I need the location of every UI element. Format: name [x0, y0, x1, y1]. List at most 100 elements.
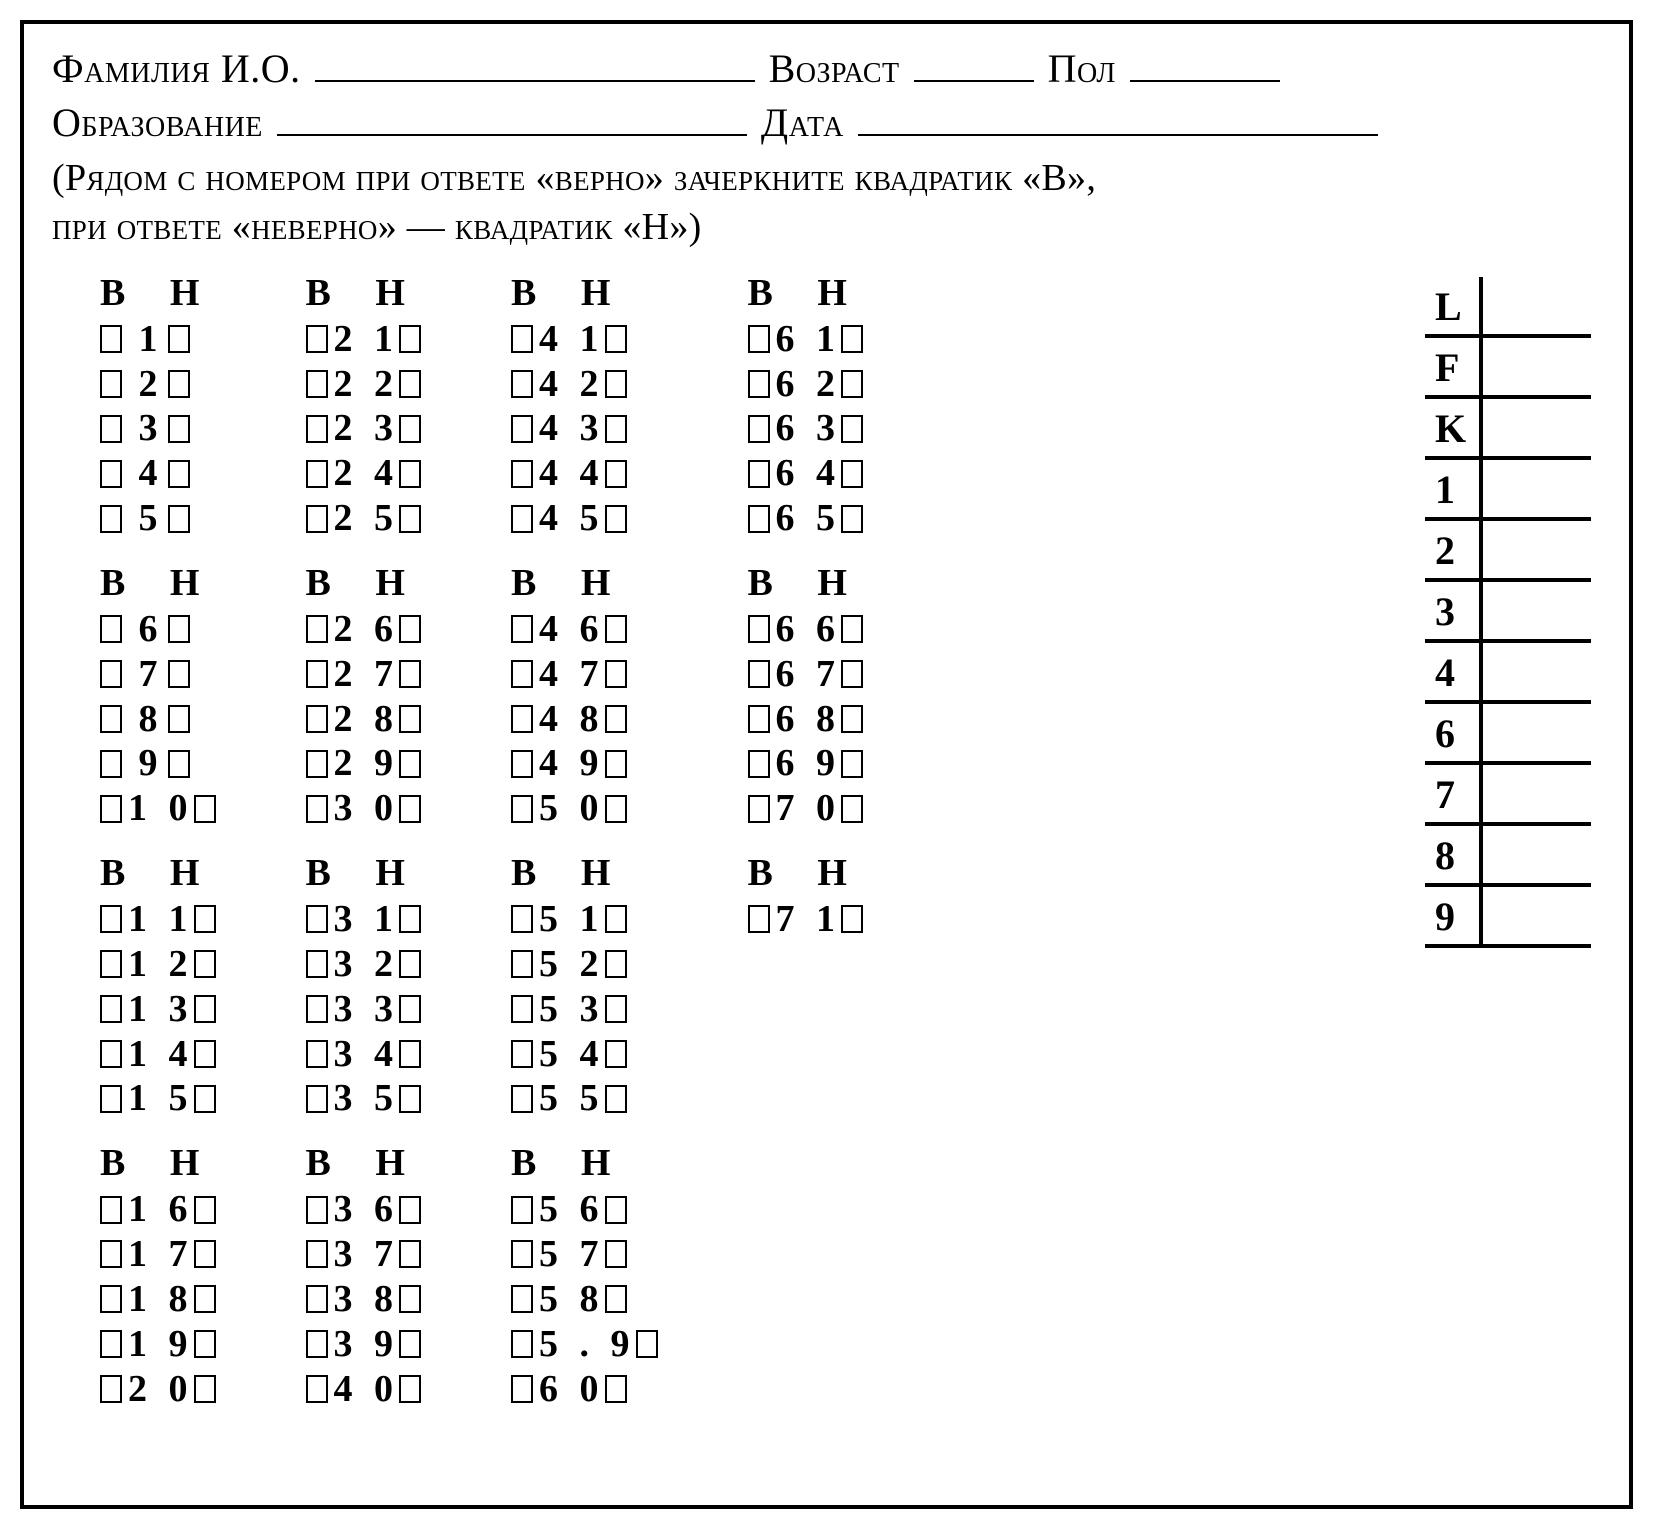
checkbox-true[interactable] — [100, 995, 122, 1023]
checkbox-true[interactable] — [748, 325, 770, 353]
edu-blank[interactable] — [277, 98, 747, 136]
checkbox-true[interactable] — [511, 325, 533, 353]
checkbox-true[interactable] — [748, 750, 770, 778]
checkbox-true[interactable] — [511, 995, 533, 1023]
scale-value-cell[interactable] — [1481, 580, 1591, 641]
checkbox-true[interactable] — [100, 1040, 122, 1068]
name-blank[interactable] — [315, 44, 755, 82]
checkbox-false[interactable] — [841, 505, 863, 533]
checkbox-true[interactable] — [306, 950, 328, 978]
checkbox-true[interactable] — [511, 1196, 533, 1224]
scale-value-cell[interactable] — [1481, 519, 1591, 580]
checkbox-false[interactable] — [194, 1040, 216, 1068]
checkbox-true[interactable] — [100, 750, 122, 778]
checkbox-false[interactable] — [399, 1040, 421, 1068]
checkbox-false[interactable] — [605, 1285, 627, 1313]
checkbox-false[interactable] — [605, 325, 627, 353]
checkbox-false[interactable] — [168, 325, 190, 353]
checkbox-true[interactable] — [748, 615, 770, 643]
checkbox-false[interactable] — [605, 750, 627, 778]
checkbox-false[interactable] — [194, 795, 216, 823]
scale-value-cell[interactable] — [1481, 885, 1591, 946]
checkbox-false[interactable] — [399, 370, 421, 398]
checkbox-false[interactable] — [194, 1330, 216, 1358]
checkbox-true[interactable] — [306, 370, 328, 398]
checkbox-false[interactable] — [605, 1240, 627, 1268]
checkbox-false[interactable] — [605, 415, 627, 443]
checkbox-false[interactable] — [841, 705, 863, 733]
scale-value-cell[interactable] — [1481, 763, 1591, 824]
checkbox-true[interactable] — [100, 705, 122, 733]
checkbox-true[interactable] — [511, 795, 533, 823]
checkbox-true[interactable] — [511, 1285, 533, 1313]
scale-value-cell[interactable] — [1481, 641, 1591, 702]
checkbox-true[interactable] — [100, 1196, 122, 1224]
checkbox-true[interactable] — [306, 325, 328, 353]
checkbox-false[interactable] — [605, 705, 627, 733]
checkbox-false[interactable] — [399, 1375, 421, 1403]
checkbox-true[interactable] — [306, 705, 328, 733]
checkbox-true[interactable] — [511, 415, 533, 443]
checkbox-false[interactable] — [605, 370, 627, 398]
checkbox-false[interactable] — [399, 505, 421, 533]
checkbox-true[interactable] — [306, 795, 328, 823]
checkbox-true[interactable] — [748, 505, 770, 533]
checkbox-false[interactable] — [399, 325, 421, 353]
checkbox-false[interactable] — [194, 1085, 216, 1113]
checkbox-false[interactable] — [399, 705, 421, 733]
checkbox-true[interactable] — [100, 905, 122, 933]
checkbox-false[interactable] — [168, 505, 190, 533]
age-blank[interactable] — [914, 44, 1034, 82]
checkbox-false[interactable] — [605, 460, 627, 488]
checkbox-true[interactable] — [306, 750, 328, 778]
checkbox-true[interactable] — [100, 415, 122, 443]
checkbox-true[interactable] — [100, 950, 122, 978]
checkbox-false[interactable] — [605, 1040, 627, 1068]
checkbox-true[interactable] — [748, 370, 770, 398]
checkbox-true[interactable] — [306, 1330, 328, 1358]
checkbox-true[interactable] — [100, 1240, 122, 1268]
checkbox-true[interactable] — [306, 1085, 328, 1113]
checkbox-false[interactable] — [605, 995, 627, 1023]
checkbox-true[interactable] — [306, 505, 328, 533]
checkbox-false[interactable] — [841, 660, 863, 688]
checkbox-true[interactable] — [511, 370, 533, 398]
checkbox-true[interactable] — [100, 660, 122, 688]
checkbox-true[interactable] — [306, 995, 328, 1023]
checkbox-true[interactable] — [306, 460, 328, 488]
checkbox-false[interactable] — [605, 505, 627, 533]
checkbox-true[interactable] — [748, 660, 770, 688]
checkbox-false[interactable] — [605, 1085, 627, 1113]
checkbox-false[interactable] — [841, 370, 863, 398]
checkbox-false[interactable] — [605, 1196, 627, 1224]
checkbox-false[interactable] — [841, 415, 863, 443]
checkbox-true[interactable] — [511, 505, 533, 533]
checkbox-false[interactable] — [636, 1330, 658, 1358]
checkbox-false[interactable] — [399, 795, 421, 823]
checkbox-false[interactable] — [841, 750, 863, 778]
checkbox-false[interactable] — [399, 1285, 421, 1313]
checkbox-false[interactable] — [605, 905, 627, 933]
checkbox-true[interactable] — [306, 1285, 328, 1313]
checkbox-true[interactable] — [511, 1040, 533, 1068]
checkbox-true[interactable] — [100, 1375, 122, 1403]
checkbox-false[interactable] — [168, 660, 190, 688]
checkbox-true[interactable] — [511, 750, 533, 778]
checkbox-false[interactable] — [194, 1240, 216, 1268]
checkbox-true[interactable] — [100, 1285, 122, 1313]
checkbox-false[interactable] — [168, 370, 190, 398]
checkbox-false[interactable] — [194, 995, 216, 1023]
checkbox-true[interactable] — [511, 905, 533, 933]
checkbox-true[interactable] — [100, 370, 122, 398]
checkbox-false[interactable] — [399, 995, 421, 1023]
checkbox-true[interactable] — [511, 660, 533, 688]
checkbox-false[interactable] — [605, 1375, 627, 1403]
checkbox-true[interactable] — [306, 1040, 328, 1068]
checkbox-false[interactable] — [399, 1085, 421, 1113]
checkbox-true[interactable] — [100, 615, 122, 643]
checkbox-true[interactable] — [100, 1085, 122, 1113]
checkbox-true[interactable] — [511, 705, 533, 733]
checkbox-true[interactable] — [306, 1240, 328, 1268]
checkbox-false[interactable] — [168, 415, 190, 443]
checkbox-true[interactable] — [100, 795, 122, 823]
